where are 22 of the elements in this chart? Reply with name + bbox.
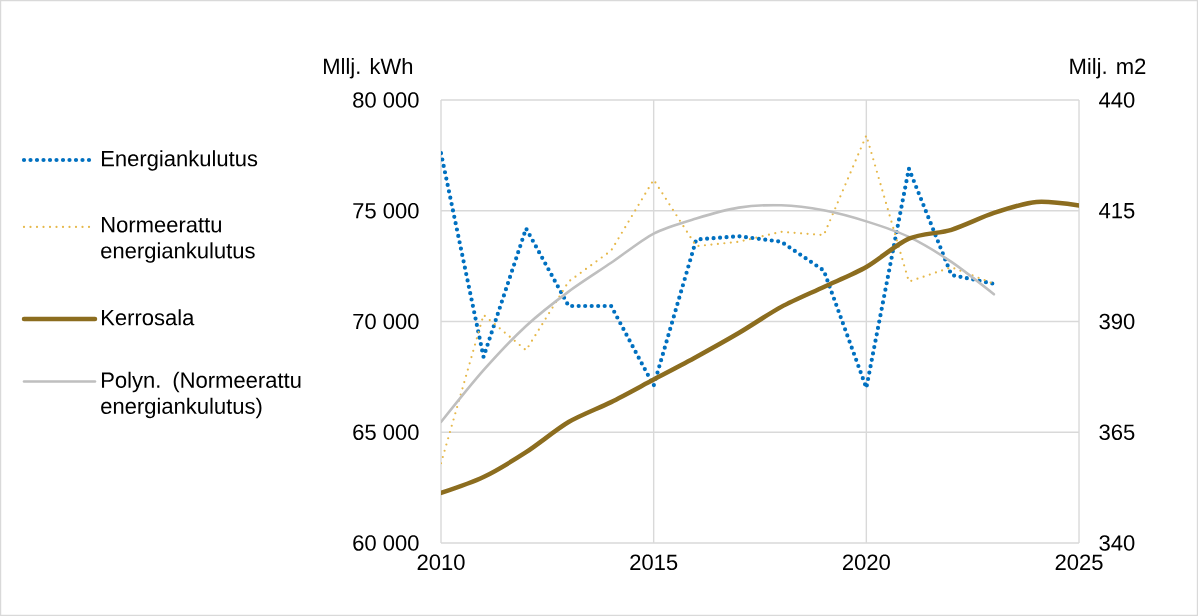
y2-tick-label: 365 xyxy=(1099,424,1135,441)
x-tick-label: 2015 xyxy=(630,554,678,571)
y-tick-label: 65 000 xyxy=(353,424,419,441)
x-tick-label: 2020 xyxy=(842,554,890,571)
y-tick-label: 80 000 xyxy=(353,92,419,108)
y-tick-label: 75 000 xyxy=(353,202,419,219)
y2-tick-label: 440 xyxy=(1099,92,1135,108)
line-series xyxy=(441,203,996,424)
legend-label: Energiankulutus xyxy=(102,150,258,171)
line-series xyxy=(441,199,1080,496)
x-tick-label: 2025 xyxy=(1055,554,1103,571)
y2-tick-label: 415 xyxy=(1099,203,1135,219)
legend-label: Kerrosala xyxy=(102,309,195,326)
legend-label: Polyn. (Normeerattu energiankulutus) xyxy=(101,371,301,419)
y-tick-label: 70 000 xyxy=(353,313,419,330)
legend-label: Normeerattu energiankulutus xyxy=(101,217,255,263)
y2-tick-label: 390 xyxy=(1099,313,1135,330)
x-tick-label: 2010 xyxy=(417,554,465,571)
y-axis-title: Mllj. kWh xyxy=(324,57,413,79)
y2-axis-title: Milj. m2 xyxy=(1070,57,1146,79)
y2-tick-label: 340 xyxy=(1099,535,1135,551)
y-tick-label: 60 000 xyxy=(353,535,419,551)
